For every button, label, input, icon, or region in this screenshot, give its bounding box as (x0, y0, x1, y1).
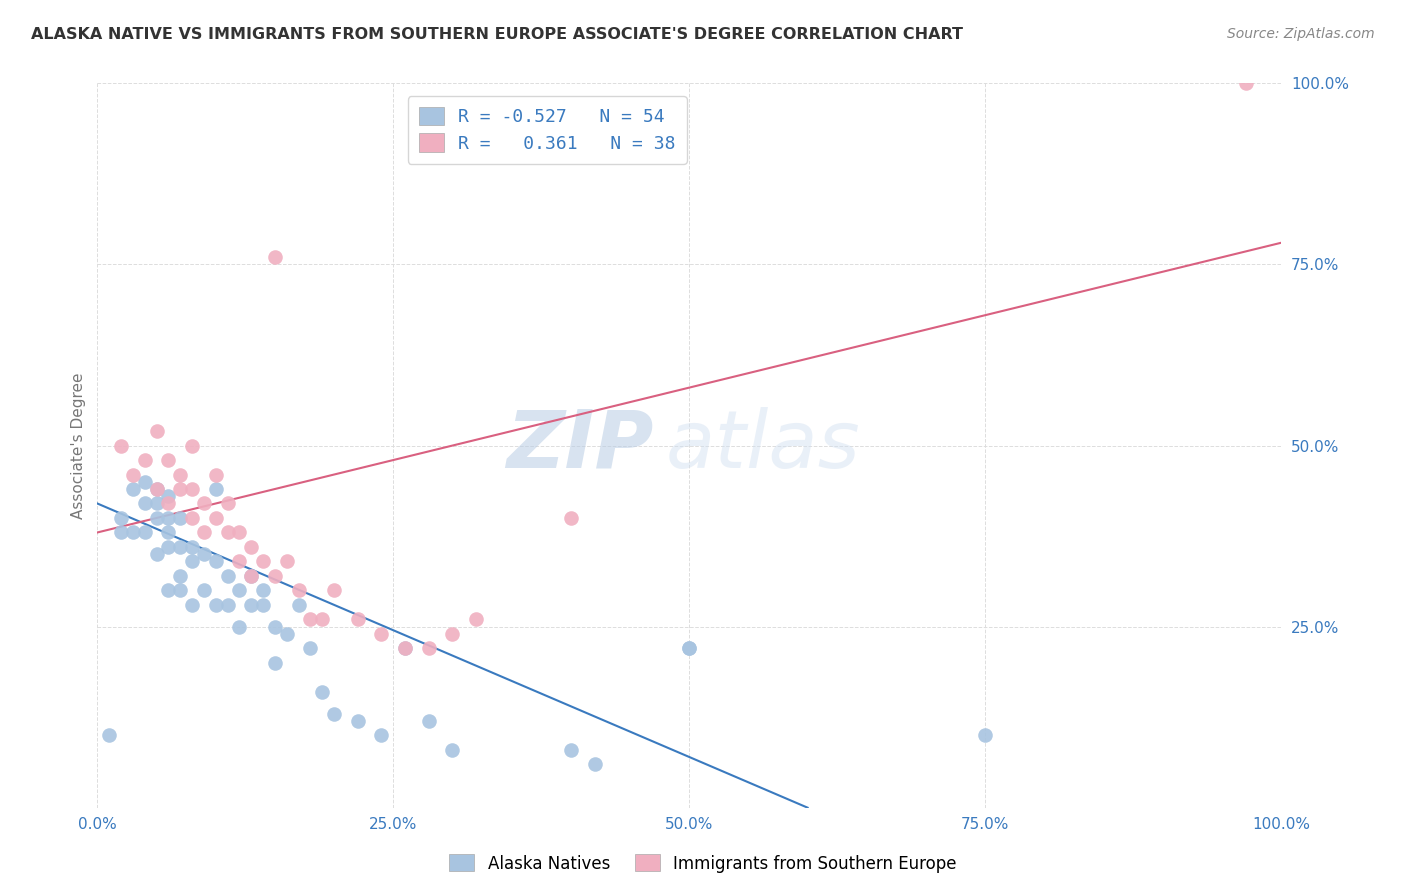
Point (181, 511, 204, 525)
Point (264, 656, 287, 670)
Point (157, 511, 180, 525)
Point (264, 619, 287, 633)
Point (560, 511, 582, 525)
Text: ZIP: ZIP (506, 407, 654, 484)
Legend: Alaska Natives, Immigrants from Southern Europe: Alaska Natives, Immigrants from Southern… (443, 847, 963, 880)
Point (157, 496, 180, 510)
Point (110, 511, 132, 525)
Point (110, 439, 132, 453)
Point (121, 525, 143, 540)
Point (181, 540, 204, 554)
Point (169, 540, 191, 554)
Point (252, 554, 274, 568)
Point (299, 641, 322, 656)
Point (311, 685, 333, 699)
Text: atlas: atlas (665, 407, 860, 484)
Point (974, 728, 997, 742)
Point (181, 482, 204, 496)
Point (240, 540, 263, 554)
Point (217, 569, 239, 583)
Point (157, 583, 180, 598)
Point (240, 598, 263, 612)
Point (134, 453, 156, 467)
Text: Source: ZipAtlas.com: Source: ZipAtlas.com (1227, 27, 1375, 41)
Point (204, 598, 226, 612)
Point (145, 424, 167, 438)
Point (228, 525, 250, 540)
Point (181, 439, 204, 453)
Point (157, 453, 180, 467)
Point (121, 467, 143, 482)
Point (346, 714, 368, 728)
Point (583, 757, 606, 772)
Point (465, 612, 488, 626)
Point (193, 583, 215, 598)
Point (276, 554, 298, 568)
Point (217, 496, 239, 510)
Point (145, 511, 167, 525)
Point (394, 641, 416, 656)
Point (394, 641, 416, 656)
Point (204, 511, 226, 525)
Point (217, 525, 239, 540)
Y-axis label: Associate's Degree: Associate's Degree (72, 372, 86, 519)
Point (287, 583, 309, 598)
Point (418, 714, 440, 728)
Point (169, 467, 191, 482)
Point (204, 554, 226, 568)
Point (418, 641, 440, 656)
Point (145, 496, 167, 510)
Point (441, 627, 464, 641)
Point (145, 547, 167, 561)
Point (145, 482, 167, 496)
Point (560, 743, 582, 757)
Point (264, 250, 287, 264)
Point (678, 641, 700, 656)
Point (217, 598, 239, 612)
Point (169, 511, 191, 525)
Point (264, 569, 287, 583)
Point (240, 569, 263, 583)
Point (678, 641, 700, 656)
Point (299, 612, 322, 626)
Point (276, 627, 298, 641)
Point (157, 525, 180, 540)
Point (110, 525, 132, 540)
Point (323, 583, 346, 598)
Point (252, 583, 274, 598)
Point (228, 619, 250, 633)
Point (204, 467, 226, 482)
Point (370, 627, 392, 641)
Point (169, 482, 191, 496)
Point (441, 743, 464, 757)
Point (134, 496, 156, 510)
Point (134, 525, 156, 540)
Point (134, 475, 156, 489)
Point (181, 598, 204, 612)
Point (181, 554, 204, 568)
Point (121, 482, 143, 496)
Point (346, 612, 368, 626)
Point (240, 569, 263, 583)
Point (193, 525, 215, 540)
Legend: R = -0.527   N = 54, R =   0.361   N = 38: R = -0.527 N = 54, R = 0.361 N = 38 (408, 96, 686, 163)
Point (228, 583, 250, 598)
Point (1234, 77, 1257, 91)
Point (98, 728, 121, 742)
Point (193, 496, 215, 510)
Point (169, 569, 191, 583)
Point (193, 547, 215, 561)
Point (157, 489, 180, 503)
Text: ALASKA NATIVE VS IMMIGRANTS FROM SOUTHERN EUROPE ASSOCIATE'S DEGREE CORRELATION : ALASKA NATIVE VS IMMIGRANTS FROM SOUTHER… (31, 27, 963, 42)
Point (370, 728, 392, 742)
Point (204, 482, 226, 496)
Point (252, 598, 274, 612)
Point (145, 482, 167, 496)
Point (311, 612, 333, 626)
Point (228, 554, 250, 568)
Point (287, 598, 309, 612)
Point (323, 706, 346, 721)
Point (169, 583, 191, 598)
Point (157, 540, 180, 554)
